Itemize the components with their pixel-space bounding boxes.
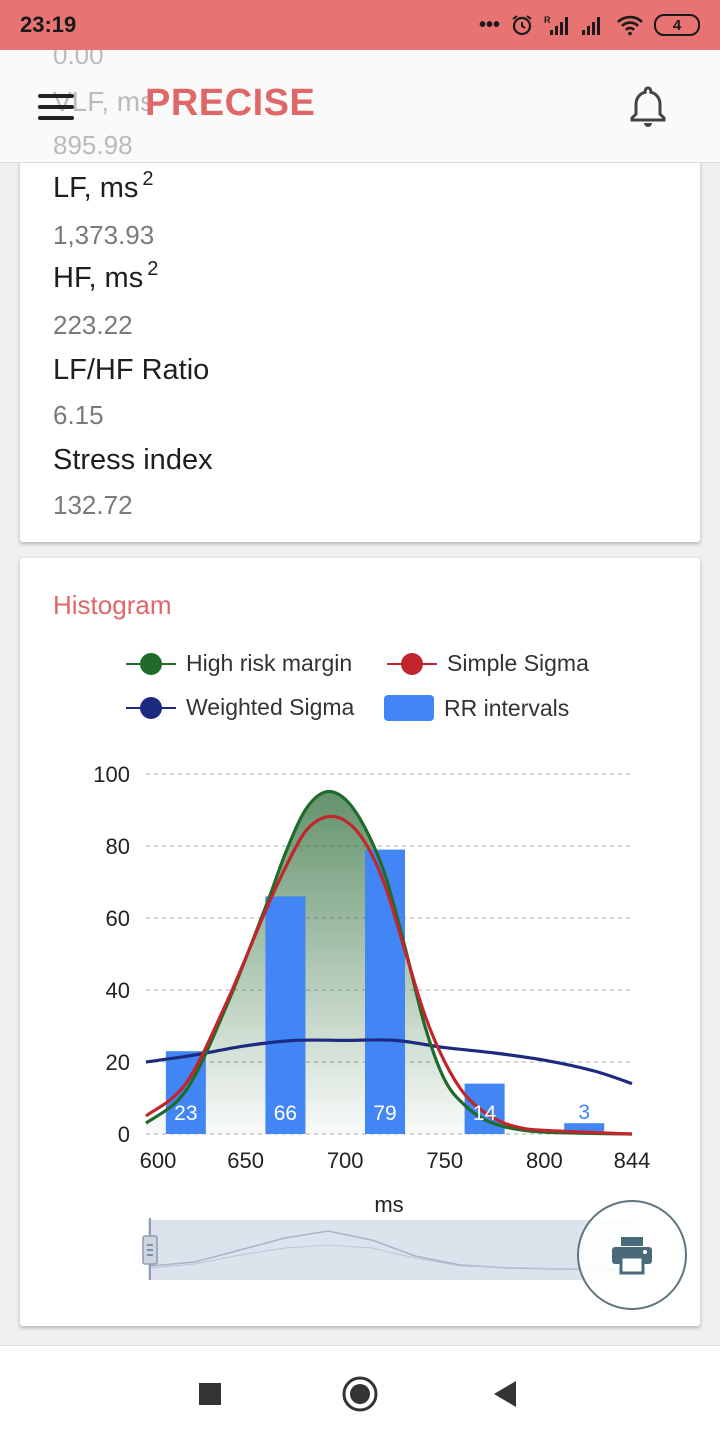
histogram-title: Histogram xyxy=(53,590,172,620)
status-icons: ••• R 4 xyxy=(479,13,700,37)
ghost-value: 895.98 xyxy=(53,130,133,160)
app-bar: 0.00 VLF, ms 895.98 PRECISE xyxy=(0,40,720,163)
bell-icon[interactable] xyxy=(628,84,668,130)
legend-high-risk-marker xyxy=(126,652,176,675)
legend-rr-intervals-marker xyxy=(384,695,434,721)
range-navigator-handle[interactable] xyxy=(142,1235,158,1265)
app-title: PRECISE xyxy=(145,82,316,124)
legend-simple-sigma-marker xyxy=(387,652,437,675)
metric-label-stress-index: Stress index xyxy=(53,444,213,476)
back-triangle-icon[interactable] xyxy=(494,1381,518,1407)
ghost-label: VLF, ms xyxy=(53,86,155,117)
range-navigator[interactable] xyxy=(148,1218,638,1280)
signal-roaming-icon: R xyxy=(544,15,568,35)
metric-label-lf: LF, ms 2 xyxy=(53,168,154,204)
legend-weighted-sigma-label: Weighted Sigma xyxy=(186,694,355,720)
metric-value-lf: 1,373.93 xyxy=(53,220,155,250)
legend-rr-intervals[interactable]: RR intervals xyxy=(384,694,569,722)
battery-icon: 4 xyxy=(654,14,700,36)
wifi-icon xyxy=(617,15,643,36)
alarm-icon xyxy=(512,15,532,36)
legend-rr-intervals-label: RR intervals xyxy=(444,694,570,721)
legend-weighted-sigma-marker xyxy=(126,696,176,719)
svg-text:R: R xyxy=(544,15,551,25)
legend-simple-sigma[interactable]: Simple Sigma xyxy=(387,650,589,677)
legend-high-risk-label: High risk margin xyxy=(186,650,353,676)
legend-high-risk[interactable]: High risk margin xyxy=(126,650,352,677)
signal-icon xyxy=(582,17,600,35)
print-button[interactable] xyxy=(577,1200,687,1310)
printer-icon xyxy=(612,1237,652,1275)
menu-icon[interactable] xyxy=(38,94,74,120)
legend-weighted-sigma[interactable]: Weighted Sigma xyxy=(126,694,354,721)
metric-value-stress-index: 132.72 xyxy=(53,490,133,520)
metric-label-lf-hf-ratio: LF/HF Ratio xyxy=(53,354,210,386)
legend-simple-sigma-label: Simple Sigma xyxy=(447,650,589,676)
system-nav-bar xyxy=(0,1345,720,1440)
metric-value-hf: 223.22 xyxy=(53,310,133,340)
more-dots-icon: ••• xyxy=(478,13,500,36)
recents-square-icon[interactable] xyxy=(199,1383,221,1405)
metric-label-hf: HF, ms 2 xyxy=(53,258,159,294)
metric-value-lf-hf-ratio: 6.15 xyxy=(53,400,104,430)
status-time: 23:19 xyxy=(20,12,77,37)
status-bar: 23:19 ••• R 4 xyxy=(0,0,720,50)
home-circle-icon[interactable] xyxy=(341,1375,379,1413)
